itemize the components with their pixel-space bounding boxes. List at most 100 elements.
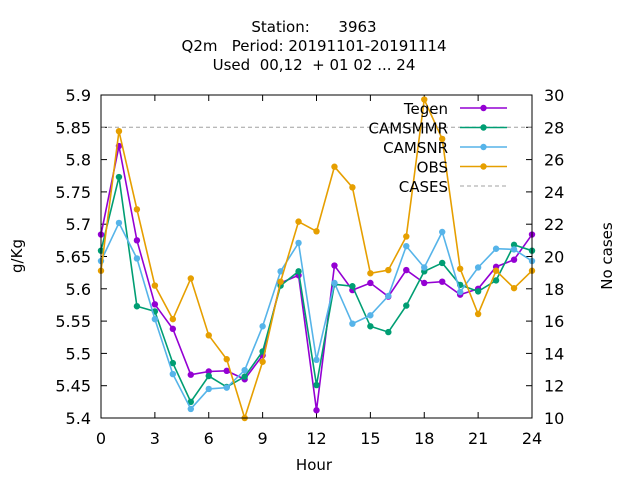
x-tick-label: 18 bbox=[414, 429, 434, 448]
data-point-camsnr bbox=[492, 245, 500, 252]
data-point-tegen bbox=[151, 301, 159, 308]
data-point-obs bbox=[492, 267, 500, 274]
legend-label-tegen: Tegen bbox=[403, 100, 448, 118]
data-point-camsnr bbox=[223, 384, 230, 391]
data-point-camsnr bbox=[295, 239, 302, 247]
data-point-camsnr bbox=[439, 228, 446, 236]
series-line-camsmmr bbox=[100, 176, 533, 404]
data-point-camsnr bbox=[187, 405, 194, 413]
data-point-tegen bbox=[205, 368, 212, 375]
legend-label-camsnr: CAMSNR bbox=[383, 139, 448, 157]
data-point-tegen bbox=[133, 237, 141, 244]
data-point-obs bbox=[151, 282, 159, 289]
data-point-obs bbox=[474, 310, 482, 318]
legend-marker-obs bbox=[480, 163, 487, 170]
y2-tick-label: 10 bbox=[544, 409, 564, 428]
y2-tick-label: 14 bbox=[544, 344, 564, 363]
legend-entry-obs: OBS bbox=[417, 159, 507, 177]
data-point-camsnr bbox=[349, 320, 356, 327]
data-point-obs bbox=[169, 315, 177, 323]
data-point-camsnr bbox=[241, 366, 248, 374]
title-line-2: Q2m Period: 20191101-20191114 bbox=[182, 37, 447, 55]
data-point-camsmmr bbox=[510, 241, 518, 249]
y-tick-label: 5.55 bbox=[55, 312, 91, 331]
data-point-camsnr bbox=[169, 370, 177, 378]
data-point-camsnr bbox=[403, 242, 410, 250]
y-tick-label: 5.5 bbox=[66, 344, 91, 363]
y2-tick-label: 20 bbox=[544, 248, 564, 267]
data-point-camsnr bbox=[115, 219, 123, 227]
data-point-obs bbox=[385, 266, 392, 274]
data-point-camsmmr bbox=[349, 283, 356, 290]
series-obs bbox=[97, 96, 536, 422]
data-point-obs bbox=[133, 206, 141, 213]
y2-tick-label: 12 bbox=[544, 377, 564, 396]
y-tick-label: 5.45 bbox=[55, 377, 91, 396]
legend-entry-camsnr: CAMSNR bbox=[383, 139, 507, 157]
legend-entry-cases: CASES bbox=[399, 178, 507, 196]
data-point-camsmmr bbox=[133, 303, 141, 310]
title-line-3: Used 00,12 + 01 02 ... 24 bbox=[213, 56, 416, 74]
data-point-camsnr bbox=[474, 264, 482, 271]
data-point-camsmmr bbox=[492, 277, 500, 284]
data-point-camsmmr bbox=[169, 359, 177, 367]
data-point-obs bbox=[205, 332, 212, 339]
y-tick-label: 5.8 bbox=[66, 151, 91, 170]
data-point-obs bbox=[349, 184, 356, 191]
data-point-tegen bbox=[439, 278, 446, 285]
data-point-tegen bbox=[367, 279, 374, 287]
data-point-camsnr bbox=[385, 292, 392, 300]
data-point-tegen bbox=[169, 325, 177, 333]
data-point-camsnr bbox=[259, 323, 266, 330]
data-point-obs bbox=[421, 96, 428, 103]
x-axis-label: Hour bbox=[296, 456, 333, 474]
data-point-tegen bbox=[331, 262, 338, 269]
x-tick-label: 15 bbox=[360, 429, 380, 448]
y-tick-label: 5.4 bbox=[66, 409, 91, 428]
x-tick-label: 6 bbox=[204, 429, 214, 448]
data-point-camsmmr bbox=[241, 373, 248, 380]
data-point-tegen bbox=[421, 279, 428, 287]
x-tick-label: 24 bbox=[522, 429, 542, 448]
data-point-obs bbox=[367, 270, 374, 277]
plot-frame bbox=[100, 94, 533, 419]
y2-tick-label: 18 bbox=[544, 280, 564, 299]
chart-title: Station: 3963 Q2m Period: 20191101-20191… bbox=[182, 18, 447, 74]
data-point-camsnr bbox=[510, 246, 518, 253]
title-line-1: Station: 3963 bbox=[251, 18, 376, 36]
series-camsmmr bbox=[97, 173, 536, 406]
data-point-camsnr bbox=[331, 279, 338, 287]
data-point-obs bbox=[439, 135, 446, 143]
x-tick-label: 21 bbox=[468, 429, 488, 448]
y2-tick-label: 22 bbox=[544, 215, 564, 234]
y2-tick-label: 28 bbox=[544, 118, 564, 137]
data-point-obs bbox=[510, 284, 518, 292]
data-point-obs bbox=[331, 163, 338, 170]
data-point-camsmmr bbox=[313, 381, 320, 389]
legend-label-obs: OBS bbox=[417, 159, 448, 177]
data-point-camsnr bbox=[313, 356, 320, 364]
data-point-obs bbox=[187, 275, 194, 282]
data-point-tegen bbox=[313, 407, 320, 414]
y-tick-label: 5.75 bbox=[55, 183, 91, 202]
y2-tick-label: 24 bbox=[544, 183, 564, 202]
data-point-camsnr bbox=[367, 312, 374, 319]
x-tick-label: 9 bbox=[258, 429, 268, 448]
y-tick-label: 5.85 bbox=[55, 118, 91, 137]
axis-ticks: 0 3 6 9 12 15 18 21 24 5.4 5.45 5.5 5.55 5.6 5.65 5.7 5.… bbox=[55, 86, 564, 448]
data-point-camsmmr bbox=[187, 398, 194, 406]
data-point-obs bbox=[403, 233, 410, 240]
y2-axis-label: No cases bbox=[598, 222, 616, 290]
data-point-camsmmr bbox=[439, 259, 446, 267]
y2-tick-label: 30 bbox=[544, 86, 564, 105]
data-point-tegen bbox=[187, 371, 194, 378]
x-tick-label: 0 bbox=[96, 429, 106, 448]
x-tick-label: 3 bbox=[150, 429, 160, 448]
x-tick-label: 12 bbox=[306, 429, 326, 448]
data-point-tegen bbox=[510, 256, 518, 263]
data-point-tegen bbox=[403, 266, 410, 274]
data-point-camsnr bbox=[277, 268, 284, 275]
series-camsnr bbox=[97, 219, 536, 413]
legend-marker-camsmmr bbox=[480, 124, 487, 131]
series-layer bbox=[97, 96, 536, 422]
